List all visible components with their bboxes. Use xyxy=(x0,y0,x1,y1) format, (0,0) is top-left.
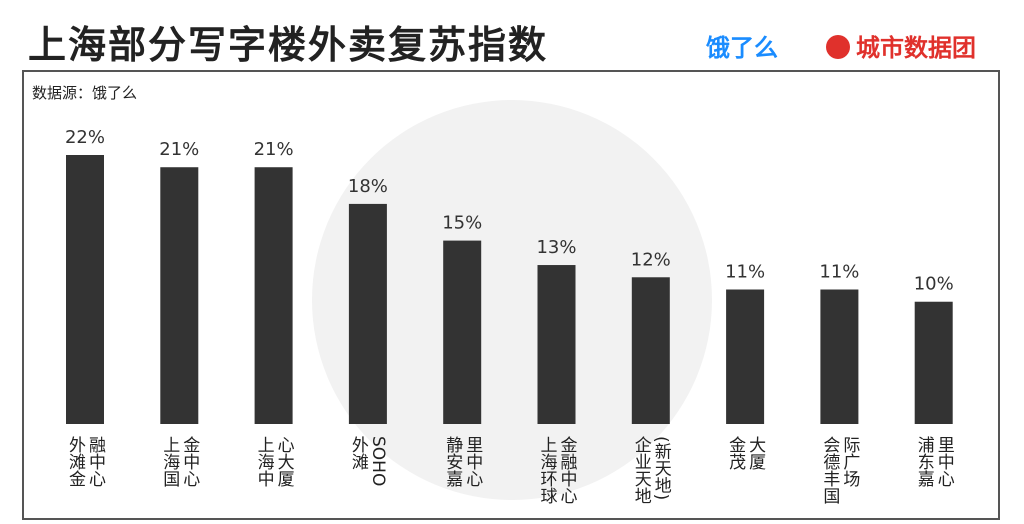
watermark xyxy=(312,100,712,500)
value-label: 12% xyxy=(631,249,671,270)
category-label: 静安嘉里中心 xyxy=(442,436,483,487)
value-label: 10% xyxy=(914,274,954,295)
category-label: 上海环球金融中心 xyxy=(536,436,577,504)
category-label: 外滩SOHO xyxy=(347,436,388,487)
bar xyxy=(631,277,670,424)
category-label: 浦东嘉里中心 xyxy=(913,436,954,487)
category-label: 会德丰国际广场 xyxy=(819,436,860,504)
bar xyxy=(537,265,576,424)
logo-eleme: 饿了么 xyxy=(706,34,778,62)
value-label: 21% xyxy=(254,139,294,160)
value-label: 22% xyxy=(65,127,105,148)
value-label: 21% xyxy=(159,139,199,160)
value-label: 13% xyxy=(536,237,576,258)
bar xyxy=(820,289,859,424)
bar xyxy=(914,301,953,424)
bar xyxy=(348,203,387,424)
value-label: 11% xyxy=(819,262,859,283)
chart-frame xyxy=(22,70,1000,520)
logo-city-data: 城市数据团 xyxy=(826,28,976,63)
bar xyxy=(66,155,104,424)
category-label: 企业天地(新天地) xyxy=(630,436,671,504)
category-label: 上海中心大厦 xyxy=(253,436,294,487)
category-label: 上海国金中心 xyxy=(159,436,200,487)
bar xyxy=(254,167,293,424)
bar xyxy=(726,289,765,424)
value-label: 15% xyxy=(442,213,482,234)
value-label: 18% xyxy=(348,176,388,197)
bar xyxy=(160,167,199,424)
source: 数据源：饿了么 xyxy=(32,84,138,102)
value-label: 11% xyxy=(725,262,765,283)
title: 上海部分写字楼外卖复苏指数 xyxy=(28,23,549,67)
category-label: 外滩金融中心 xyxy=(65,436,105,487)
bar xyxy=(443,240,482,424)
category-label: 金茂大厦 xyxy=(725,436,766,470)
